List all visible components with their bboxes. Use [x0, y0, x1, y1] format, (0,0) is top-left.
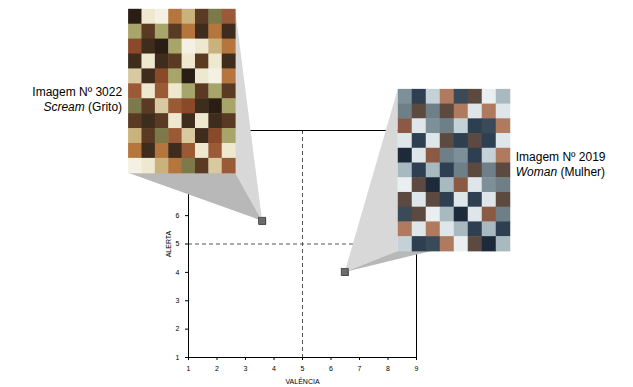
svg-text:6: 6	[176, 212, 180, 219]
svg-text:3: 3	[176, 297, 180, 304]
svg-text:1: 1	[187, 365, 191, 372]
svg-text:4: 4	[176, 269, 180, 276]
svg-text:Woman (Mulher): Woman (Mulher)	[516, 165, 605, 179]
svg-text:Scream (Grito): Scream (Grito)	[43, 100, 122, 114]
svg-text:Imagem Nº 3022: Imagem Nº 3022	[32, 85, 122, 99]
svg-text:4: 4	[272, 365, 276, 372]
svg-text:5: 5	[176, 240, 180, 247]
svg-text:ALERTA: ALERTA	[165, 230, 172, 257]
svg-text:6: 6	[329, 365, 333, 372]
svg-text:VALÊNCIA: VALÊNCIA	[285, 377, 319, 385]
svg-text:Imagem Nº 2019: Imagem Nº 2019	[516, 150, 606, 164]
svg-text:2: 2	[215, 365, 219, 372]
svg-text:7: 7	[358, 365, 362, 372]
svg-text:1: 1	[176, 354, 180, 361]
svg-text:5: 5	[301, 365, 305, 372]
svg-text:3: 3	[244, 365, 248, 372]
svg-text:8: 8	[386, 365, 390, 372]
svg-text:2: 2	[176, 325, 180, 332]
svg-text:9: 9	[415, 365, 419, 372]
